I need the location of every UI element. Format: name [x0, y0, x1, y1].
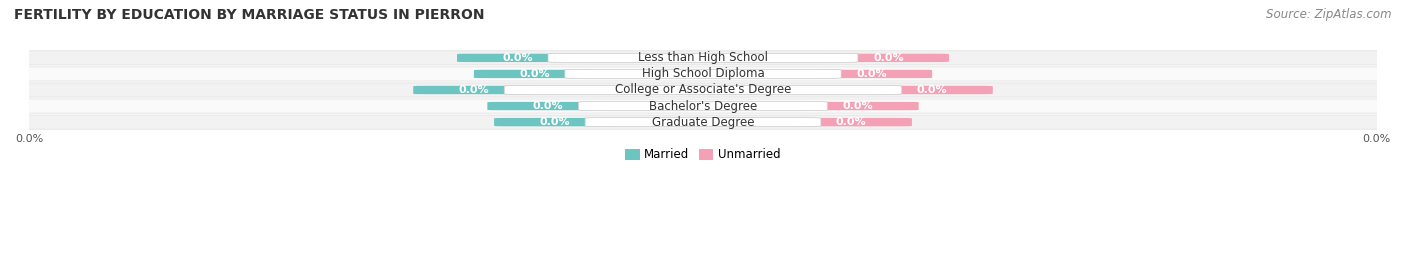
FancyBboxPatch shape: [8, 51, 1398, 65]
Text: Bachelor's Degree: Bachelor's Degree: [650, 99, 756, 113]
Text: Graduate Degree: Graduate Degree: [652, 116, 754, 129]
FancyBboxPatch shape: [8, 115, 1398, 129]
FancyBboxPatch shape: [790, 118, 912, 126]
FancyBboxPatch shape: [548, 53, 858, 62]
FancyBboxPatch shape: [413, 86, 534, 94]
Text: Less than High School: Less than High School: [638, 51, 768, 64]
FancyBboxPatch shape: [8, 99, 1398, 113]
Text: 0.0%: 0.0%: [502, 53, 533, 63]
FancyBboxPatch shape: [585, 118, 821, 126]
FancyBboxPatch shape: [828, 54, 949, 62]
FancyBboxPatch shape: [474, 70, 595, 78]
Text: 0.0%: 0.0%: [842, 101, 873, 111]
Text: 0.0%: 0.0%: [540, 117, 569, 127]
Text: 0.0%: 0.0%: [837, 117, 866, 127]
Text: FERTILITY BY EDUCATION BY MARRIAGE STATUS IN PIERRON: FERTILITY BY EDUCATION BY MARRIAGE STATU…: [14, 8, 485, 22]
Text: High School Diploma: High School Diploma: [641, 68, 765, 80]
FancyBboxPatch shape: [8, 67, 1398, 81]
Text: 0.0%: 0.0%: [458, 85, 489, 95]
FancyBboxPatch shape: [457, 54, 578, 62]
Legend: Married, Unmarried: Married, Unmarried: [620, 144, 786, 166]
Text: College or Associate's Degree: College or Associate's Degree: [614, 84, 792, 96]
FancyBboxPatch shape: [811, 70, 932, 78]
Text: Source: ZipAtlas.com: Source: ZipAtlas.com: [1267, 8, 1392, 21]
FancyBboxPatch shape: [797, 102, 918, 110]
FancyBboxPatch shape: [505, 85, 901, 95]
FancyBboxPatch shape: [578, 102, 828, 111]
Text: 0.0%: 0.0%: [519, 69, 550, 79]
FancyBboxPatch shape: [872, 86, 993, 94]
Text: 0.0%: 0.0%: [917, 85, 948, 95]
Text: 0.0%: 0.0%: [856, 69, 887, 79]
FancyBboxPatch shape: [488, 102, 609, 110]
FancyBboxPatch shape: [8, 83, 1398, 97]
Text: 0.0%: 0.0%: [533, 101, 564, 111]
FancyBboxPatch shape: [494, 118, 616, 126]
FancyBboxPatch shape: [565, 69, 841, 79]
Text: 0.0%: 0.0%: [873, 53, 904, 63]
